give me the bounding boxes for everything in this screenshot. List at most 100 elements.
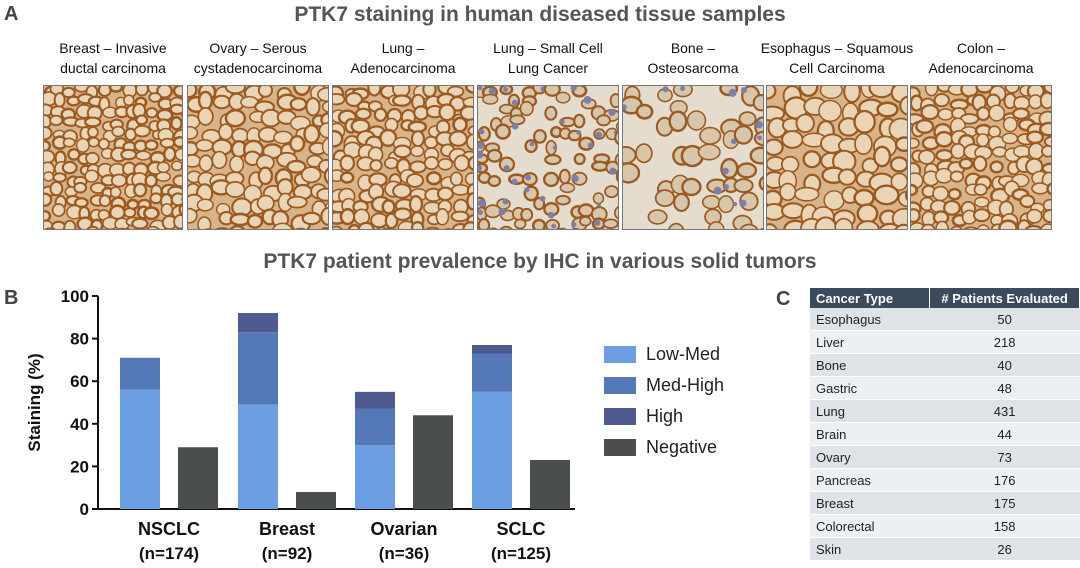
bar-med-high-ovarian	[355, 408, 395, 446]
cancer-type-cell: Colorectal	[810, 514, 930, 538]
tissue-caption-line1: Bone –	[670, 40, 716, 56]
tissue-caption: Ovary – Serous cystadenocarcinoma	[173, 38, 343, 78]
cancer-type-cell: Lung	[810, 399, 930, 423]
tissue-caption-line1: Esophagus – Squamous	[760, 40, 914, 56]
table-row: Gastric 48	[810, 376, 1080, 400]
tissue-caption: Breast – Invasive ductal carcinoma	[29, 38, 197, 78]
tissue-caption-line2: ductal carcinoma	[60, 60, 166, 76]
bar-high-breast	[238, 313, 278, 333]
x-category-n-label: (n=125)	[491, 544, 551, 563]
tissue-image	[187, 85, 329, 230]
cancer-type-cell: Bone	[810, 353, 930, 377]
y-tick-label: 0	[80, 500, 89, 519]
patients-evaluated-cell: 175	[929, 491, 1080, 515]
legend-label: Negative	[646, 436, 718, 457]
bar-high-ovarian	[355, 391, 395, 409]
cancer-type-cell: Liver	[810, 330, 930, 354]
bar-high-sclc	[472, 344, 512, 354]
cancer-type-cell: Ovary	[810, 445, 930, 469]
tissue-caption: Lung – Adenocarcinoma	[318, 38, 488, 78]
patients-evaluated-cell: 50	[929, 308, 1080, 331]
bar-negative-sclc	[530, 460, 570, 509]
bar-negative-breast	[296, 491, 336, 509]
legend-swatch	[604, 345, 636, 363]
legend-label: High	[646, 405, 684, 426]
tissue-caption-line1: Lung –	[381, 40, 425, 56]
tissue-caption-line1: Ovary – Serous	[209, 40, 307, 56]
legend-item: Med-High	[604, 373, 724, 397]
x-category-label: SCLC	[497, 519, 546, 539]
table-row: Esophagus 50	[810, 308, 1080, 331]
tissue-image	[910, 85, 1052, 230]
x-category-n-label: (n=36)	[379, 544, 430, 563]
panel-c-letter: C	[776, 288, 791, 310]
cancer-type-cell: Gastric	[810, 376, 930, 400]
legend-swatch	[604, 376, 636, 394]
y-tick-label: 20	[70, 457, 89, 476]
cancer-type-cell: Brain	[810, 422, 930, 446]
table-row: Bone 40	[810, 353, 1080, 377]
tissue-caption-line2: Lung Cancer	[507, 60, 589, 76]
x-category-label: Ovarian	[370, 519, 437, 539]
bar-low-med-nsclc	[120, 389, 160, 509]
patients-evaluated-cell: 218	[929, 330, 1080, 354]
x-category-label: NSCLC	[138, 519, 200, 539]
y-axis-label: Staining (%)	[25, 353, 44, 451]
cancer-type-cell: Skin	[810, 537, 930, 561]
header-cancer-type: Cancer Type	[810, 288, 931, 308]
y-tick-label: 60	[70, 372, 89, 391]
tissue-caption: Bone – Osteosarcoma	[608, 38, 778, 78]
table-row: Breast 175	[810, 491, 1080, 515]
x-category-label: Breast	[259, 519, 315, 539]
table-row: Pancreas 176	[810, 468, 1080, 492]
tissue-caption: Colon – Adenocarcinoma	[896, 38, 1066, 78]
legend-item: Low-Med	[604, 342, 720, 366]
tissue-caption-line2: Adenocarcinoma	[350, 60, 456, 76]
patients-evaluated-cell: 158	[929, 514, 1080, 538]
prevalence-bar-chart: Staining (%) 0 20 40 60 80 100 NSCLC (n=174) Brea…	[25, 287, 575, 563]
patients-evaluated-cell: 431	[929, 399, 1080, 423]
table-row: Liver 218	[810, 330, 1080, 354]
bar-low-med-sclc	[472, 391, 512, 509]
tissue-image	[622, 85, 764, 230]
patients-evaluated-cell: 176	[929, 468, 1080, 492]
bar-med-high-nsclc	[120, 357, 160, 390]
y-tick-label: 80	[70, 330, 89, 349]
table-row: Brain 44	[810, 422, 1080, 446]
table-row: Skin 26	[810, 537, 1080, 561]
tissue-image	[332, 85, 474, 230]
legend-label: Med-High	[646, 374, 725, 395]
legend-swatch	[604, 438, 636, 456]
bar-med-high-breast	[238, 332, 278, 405]
tissue-image	[477, 85, 619, 230]
panel-a-letter: A	[4, 3, 19, 25]
table-header-row: Cancer Type # Patients Evaluated	[810, 288, 1080, 308]
y-tick-label: 100	[61, 287, 89, 306]
bar-negative-nsclc	[178, 447, 218, 509]
bar-med-high-sclc	[472, 353, 512, 392]
tissue-caption-line2: Osteosarcoma	[647, 60, 739, 76]
tissue-caption-line1: Lung – Small Cell	[493, 40, 603, 56]
header-patients-evaluated: # Patients Evaluated	[929, 288, 1080, 308]
tissue-caption-line2: Adenocarcinoma	[928, 60, 1034, 76]
cancer-type-table: Cancer Type # Patients Evaluated Esophag…	[810, 288, 1080, 561]
table-row: Ovary 73	[810, 445, 1080, 469]
legend-item: High	[604, 404, 683, 428]
cancer-type-cell: Pancreas	[810, 468, 930, 492]
panel-a-title: PTK7 staining in human diseased tissue s…	[294, 3, 786, 26]
tissue-caption-line1: Colon –	[956, 40, 1006, 56]
panel-b-title: PTK7 patient prevalence by IHC in variou…	[263, 250, 817, 273]
patients-evaluated-cell: 73	[929, 445, 1080, 469]
tissue-caption-line2: cystadenocarcinoma	[193, 60, 323, 76]
patients-evaluated-cell: 26	[929, 537, 1080, 561]
cancer-type-cell: Esophagus	[810, 308, 930, 331]
legend-swatch	[604, 407, 636, 425]
y-tick-label: 40	[70, 415, 89, 434]
tissue-caption-line2: Cell Carcinoma	[789, 60, 885, 76]
x-category-n-label: (n=92)	[262, 544, 313, 563]
table-row: Colorectal 158	[810, 514, 1080, 538]
bar-negative-ovarian	[413, 415, 453, 509]
bar-low-med-breast	[238, 404, 278, 509]
x-category-n-label: (n=174)	[139, 544, 199, 563]
tissue-image	[43, 85, 183, 230]
